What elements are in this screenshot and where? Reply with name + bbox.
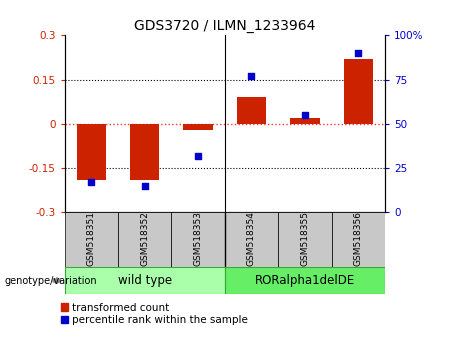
Bar: [225, 212, 278, 267]
Text: GSM518351: GSM518351: [87, 211, 96, 266]
Bar: [183, 124, 213, 130]
Bar: [237, 97, 266, 124]
Bar: [225, 267, 385, 294]
Point: [141, 183, 148, 189]
Legend: transformed count, percentile rank within the sample: transformed count, percentile rank withi…: [60, 303, 248, 325]
Bar: [278, 212, 331, 267]
Bar: [343, 59, 373, 124]
Text: GSM518353: GSM518353: [194, 211, 202, 266]
Point: [88, 179, 95, 185]
Text: RORalpha1delDE: RORalpha1delDE: [255, 274, 355, 287]
Bar: [65, 212, 118, 267]
Point: [248, 73, 255, 79]
Text: GSM518352: GSM518352: [140, 211, 149, 266]
Bar: [77, 124, 106, 180]
Bar: [65, 267, 225, 294]
Bar: [171, 212, 225, 267]
Point: [301, 112, 308, 118]
Text: GSM518354: GSM518354: [247, 211, 256, 266]
Title: GDS3720 / ILMN_1233964: GDS3720 / ILMN_1233964: [134, 19, 315, 33]
Text: wild type: wild type: [118, 274, 171, 287]
Point: [355, 50, 362, 56]
Text: genotype/variation: genotype/variation: [5, 275, 97, 286]
Bar: [118, 212, 171, 267]
Bar: [290, 118, 319, 124]
Point: [195, 153, 202, 159]
Bar: [130, 124, 160, 180]
Text: GSM518355: GSM518355: [300, 211, 309, 266]
Text: GSM518356: GSM518356: [354, 211, 363, 266]
Bar: [331, 212, 385, 267]
